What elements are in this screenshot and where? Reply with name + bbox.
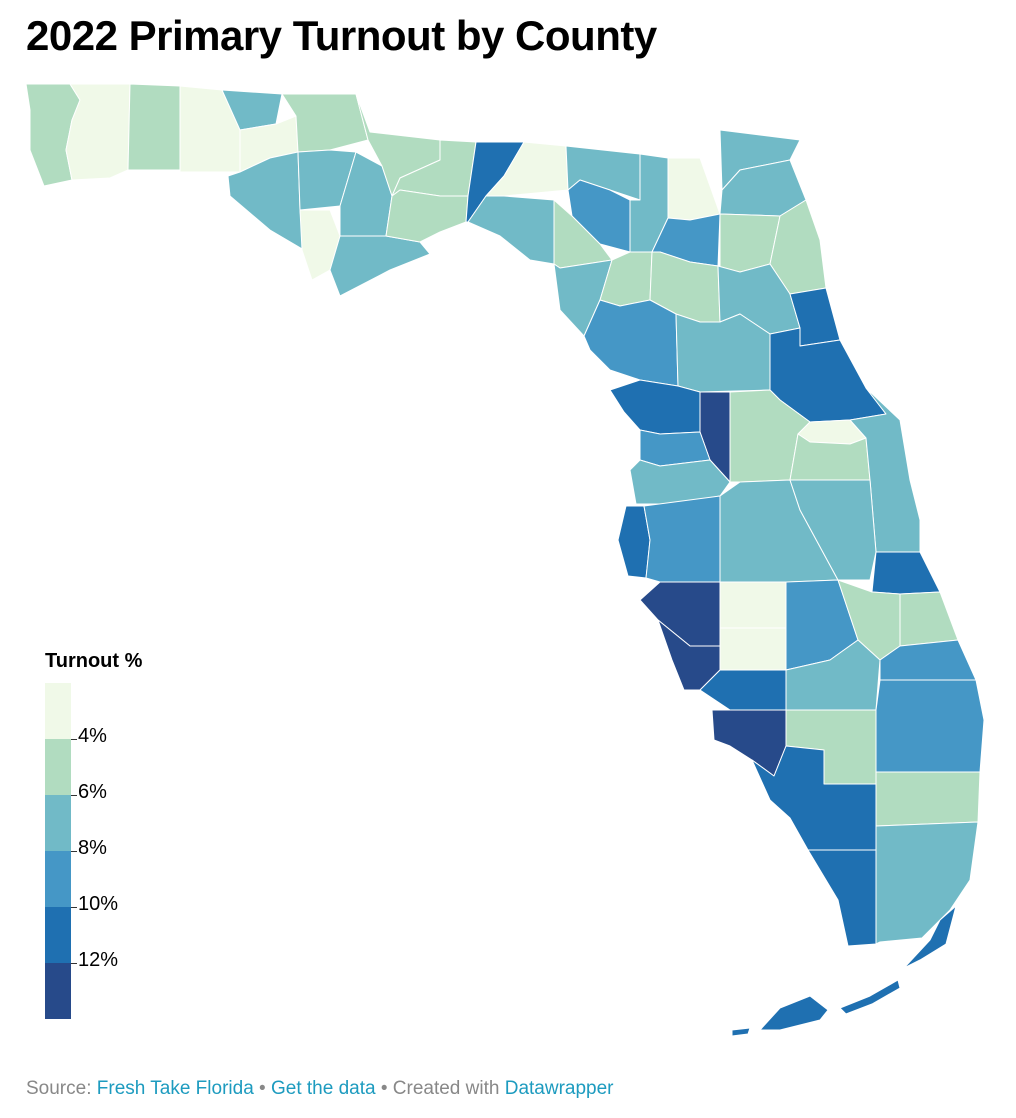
county-lee[interactable] — [711, 709, 787, 777]
legend-label: 4% — [78, 725, 107, 747]
county-osceola[interactable] — [789, 479, 877, 581]
legend-swatch — [45, 851, 71, 907]
legend-swatch — [45, 963, 71, 1019]
legend-label: 12% — [78, 949, 119, 971]
county-keys-upper[interactable] — [903, 905, 957, 969]
county-marion[interactable] — [675, 313, 771, 393]
legend-tick — [71, 739, 77, 740]
county-pinellas[interactable] — [617, 505, 651, 579]
legend-title: Turnout % — [45, 650, 143, 672]
county-okaloosa[interactable] — [127, 83, 181, 171]
legend: 4% 6% 8% 10% 12% — [45, 683, 165, 1019]
county-franklin[interactable] — [329, 235, 431, 297]
legend-tick — [71, 907, 77, 908]
county-manatee[interactable] — [639, 581, 721, 647]
datawrapper-link[interactable]: Datawrapper — [504, 1078, 614, 1099]
legend-tick — [71, 963, 77, 964]
county-taylor[interactable] — [467, 195, 555, 265]
legend-label: 8% — [78, 837, 107, 859]
county-monroe[interactable] — [807, 849, 877, 947]
footer-separator: • — [253, 1078, 271, 1099]
county-keys-chain[interactable] — [839, 979, 901, 1015]
legend-swatch — [45, 795, 71, 851]
legend-label: 6% — [78, 781, 107, 803]
county-pasco[interactable] — [629, 459, 731, 505]
legend-swatch — [45, 739, 71, 795]
legend-tick — [71, 851, 77, 852]
legend-swatch — [45, 907, 71, 963]
county-hillsborough[interactable] — [643, 495, 721, 583]
county-hardee[interactable] — [719, 581, 787, 629]
legend-label: 10% — [78, 893, 119, 915]
get-data-link[interactable]: Get the data — [270, 1078, 376, 1099]
county-broward[interactable] — [875, 771, 981, 827]
county-wakulla[interactable] — [385, 189, 469, 243]
county-keys-west[interactable] — [731, 1027, 751, 1037]
county-desoto[interactable] — [719, 627, 787, 671]
county-st-lucie[interactable] — [899, 591, 959, 647]
source-prefix: Source: — [26, 1078, 97, 1099]
county-levy[interactable] — [583, 299, 679, 387]
legend-tick — [71, 795, 77, 796]
county-keys-lower[interactable] — [759, 995, 829, 1031]
footer: Source: Fresh Take Florida • Get the dat… — [26, 1078, 614, 1100]
county-citrus[interactable] — [609, 379, 701, 435]
source-link[interactable]: Fresh Take Florida — [96, 1078, 254, 1099]
legend-swatch — [45, 683, 71, 739]
county-hernando[interactable] — [639, 429, 711, 467]
map-title: 2022 Primary Turnout by County — [26, 12, 657, 59]
county-martin[interactable] — [879, 639, 977, 681]
created-with-text: • Created with — [375, 1078, 505, 1099]
county-miami-dade[interactable] — [875, 821, 979, 945]
county-palm-beach[interactable] — [875, 679, 985, 773]
county-baker[interactable] — [667, 157, 721, 221]
county-indian-river[interactable] — [871, 551, 941, 595]
